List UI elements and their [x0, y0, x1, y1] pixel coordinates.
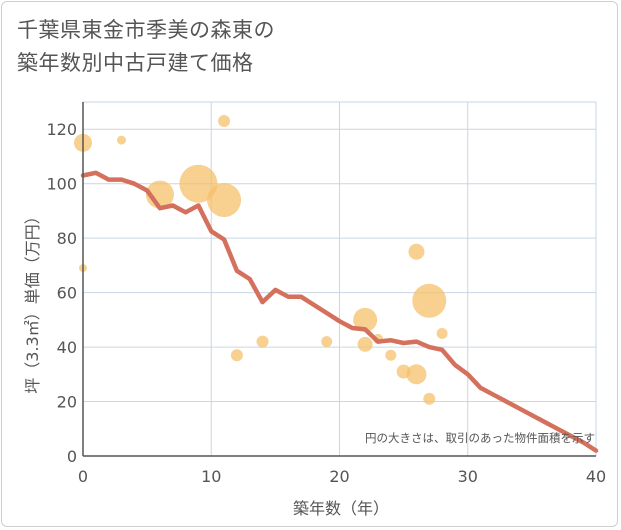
y-tick-label: 0 — [67, 447, 77, 466]
bubble-point — [423, 392, 436, 405]
x-tick-label: 40 — [586, 467, 606, 486]
y-axis-title: 坪（3.3㎡）単価（万円） — [23, 208, 42, 393]
y-tick-label: 40 — [57, 338, 77, 357]
size-note: 円の大きさは、取引のあった物件面積を示す — [365, 431, 595, 445]
bubble-point — [256, 335, 269, 348]
bubble-point — [321, 336, 333, 348]
chart-title-line-2: 築年数別中古戸建て価格 — [17, 51, 254, 75]
bubble-point — [406, 364, 427, 385]
bubble-point — [385, 349, 397, 361]
bubble-point — [357, 336, 373, 352]
average-price-line — [80, 170, 599, 453]
bubble-point — [230, 349, 243, 362]
bubble-point — [412, 283, 447, 318]
x-tick-label: 30 — [458, 467, 478, 486]
y-tick-label: 60 — [57, 284, 77, 303]
trend-line-layer — [80, 170, 599, 453]
y-tick-label: 120 — [46, 120, 77, 139]
bubble-layer — [74, 115, 448, 405]
bubble-point — [353, 307, 378, 332]
y-tick-label: 20 — [57, 393, 77, 412]
x-tick-label: 20 — [329, 467, 349, 486]
chart-title-line-1: 千葉県東金市季美の森東の — [17, 18, 275, 42]
y-tick-label: 100 — [46, 175, 77, 194]
bubble-point — [408, 243, 425, 260]
y-tick-label: 80 — [57, 229, 77, 248]
grid — [82, 101, 597, 457]
tick-labels: 0 20 40 60 80 100 120 0 10 20 30 40 — [46, 120, 606, 486]
x-tick-label: 10 — [201, 467, 221, 486]
bubble-point — [218, 115, 231, 128]
bubble-point — [436, 327, 448, 339]
chart-title: 千葉県東金市季美の森東の 築年数別中古戸建て価格 — [17, 14, 275, 80]
axes — [82, 102, 596, 457]
bubble-point — [207, 183, 242, 218]
bubble-point — [116, 135, 126, 145]
x-axis-title: 築年数（年） — [293, 499, 389, 518]
x-tick-label: 0 — [78, 467, 88, 486]
bubble-point — [179, 164, 218, 203]
